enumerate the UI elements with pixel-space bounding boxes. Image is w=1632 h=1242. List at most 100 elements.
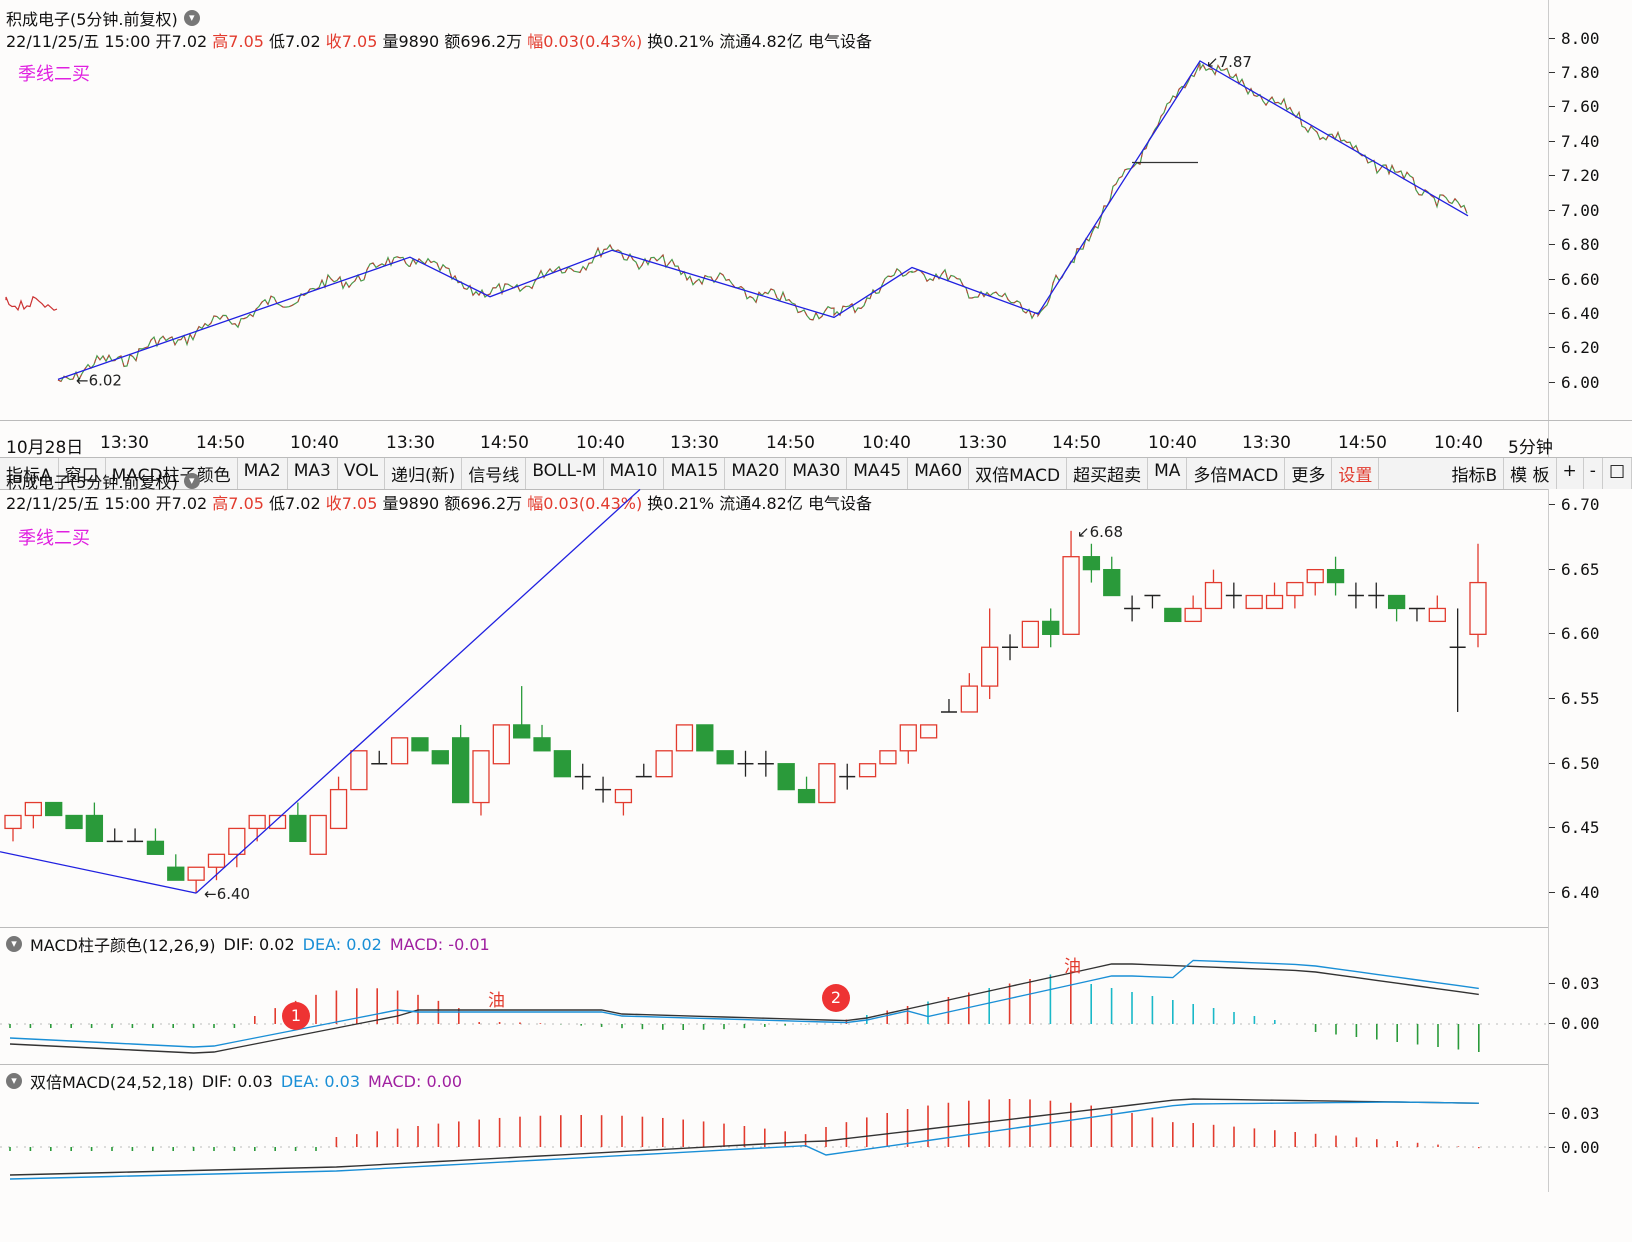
candle-body (960, 685, 978, 713)
candle-body (167, 866, 185, 881)
intraday-price-trace-start (5, 295, 58, 312)
price-tick: 6.60 (1549, 269, 1600, 289)
candle-body (1387, 594, 1406, 610)
toolbar-item-16[interactable]: 超买超卖 (1067, 458, 1149, 489)
chevron-down-icon[interactable]: ▾ (6, 1073, 22, 1089)
price-tick: 6.40 (1549, 303, 1600, 323)
toolbar-item-14[interactable]: MA60 (908, 458, 970, 489)
toolbar-item-20[interactable]: 设置 (1332, 458, 1380, 489)
toolbar-right-item-1[interactable]: 模 板 (1504, 458, 1557, 489)
toolbar-item-4[interactable]: MA3 (288, 458, 338, 489)
macd1-chart[interactable] (0, 952, 1548, 1064)
candle-body (533, 737, 551, 752)
period-label[interactable]: 5分钟 (1508, 438, 1553, 458)
candle-body (1184, 607, 1202, 623)
amount-label: 额 (444, 32, 461, 51)
toolbar-item-19[interactable]: 更多 (1285, 458, 1333, 489)
toolbar-right-item-3[interactable]: - (1584, 458, 1603, 489)
top-price-axis: 8.00 7.80 7.60 7.40 7.20 7.00 6.80 6.60 6.40 6.20… (1548, 0, 1632, 457)
intraday-price-trace-green (57, 62, 1468, 383)
toolbar-item-1[interactable]: 窗口 (59, 458, 106, 489)
toolbar-item-17[interactable]: MA (1148, 458, 1188, 489)
candle-body (390, 737, 409, 765)
top-price-chart[interactable]: ←6.02 ↙7.87 (0, 0, 1548, 420)
candle-body (1042, 620, 1060, 635)
toolbar-item-9[interactable]: MA10 (604, 458, 665, 489)
float-value: 4.82亿 (751, 32, 803, 51)
time-axis-label: 13:30 (670, 433, 719, 453)
macd-tick: 0.03 (1549, 974, 1600, 993)
toolbar-item-12[interactable]: MA30 (786, 458, 848, 489)
candle-body (248, 814, 266, 830)
candle-body (981, 646, 999, 687)
macd2-axis: 0.03 0.00 (1548, 1064, 1632, 1192)
macd1-divider (0, 927, 1632, 928)
candle-body (1306, 568, 1324, 584)
toolbar-item-2[interactable]: MACD柱子颜色 (106, 458, 238, 489)
candle-body (309, 814, 327, 855)
price-tick: 8.00 (1549, 28, 1600, 48)
candle-body (1021, 620, 1040, 648)
toolbar-item-10[interactable]: MA15 (664, 458, 726, 489)
candle-body (1428, 607, 1446, 623)
toolbar-item-7[interactable]: 信号线 (462, 458, 527, 489)
sector-value: 电气设备 (807, 32, 872, 51)
change-label: 幅 (527, 32, 544, 51)
candle-body (1326, 568, 1345, 584)
toolbar-item-11[interactable]: MA20 (725, 458, 787, 489)
macd2-name[interactable]: 双倍MACD(24,52,18) (30, 1073, 194, 1092)
dif-line (9, 963, 1479, 1054)
candle-body (655, 750, 673, 778)
chevron-down-icon[interactable]: ▾ (183, 473, 200, 489)
candle-body (1286, 581, 1304, 597)
candle-body (1164, 607, 1182, 623)
macd-tick: 0.00 (1549, 1014, 1600, 1033)
macd1-macd: -0.01 (448, 934, 490, 954)
toolbar-spacer (1379, 458, 1445, 489)
toolbar-item-13[interactable]: MA45 (847, 458, 909, 489)
volume-value: 9890 (398, 32, 440, 51)
candle-body (24, 801, 42, 817)
chevron-down-icon[interactable]: ▾ (183, 10, 200, 26)
toolbar-right-item-2[interactable]: + (1557, 458, 1584, 489)
turnover-value: 0.21% (663, 32, 715, 51)
marker-2: 2 (822, 984, 850, 1012)
close-value: 7.05 (341, 32, 378, 51)
change-label: 幅 (527, 494, 544, 513)
candle-body (187, 866, 205, 881)
low-label: 低 (269, 494, 286, 513)
time-axis-label: 10:40 (576, 433, 625, 453)
indicator-toolbar: 指标A 窗口 MACD柱子颜色 MA2 MA3 VOL 递归(新) 信号线 BOLL-M MA10… (0, 457, 1632, 490)
toolbar-item-5[interactable]: VOL (338, 458, 386, 489)
toolbar-right-item-4[interactable]: □ (1603, 458, 1632, 489)
high-label: 高 (212, 494, 229, 513)
candle-body (696, 724, 714, 752)
main-quote-line: 22/11/25/五 15:00 开7.02 高7.05 低7.02 收7.05… (6, 490, 872, 514)
toolbar-right-item-0[interactable]: 指标B (1445, 458, 1505, 489)
low-label: 低 (269, 32, 286, 51)
toolbar-item-6[interactable]: 递归(新) (385, 458, 463, 489)
strategy-tag-2: 季线二买 (18, 528, 90, 549)
toolbar-item-18[interactable]: 多倍MACD (1187, 458, 1286, 489)
toolbar-item-0[interactable]: 指标A (0, 458, 59, 489)
low-candle-label: ←6.40 (204, 885, 250, 903)
toolbar-item-15[interactable]: 双倍MACD (969, 458, 1068, 489)
turnover-label: 换 (647, 494, 664, 513)
macd-tick: 0.03 (1549, 1104, 1600, 1123)
price-tick: 6.55 (1549, 689, 1600, 709)
main-candle-chart[interactable]: ←6.40 ↙6.68 (0, 489, 1548, 927)
candle-body (513, 724, 531, 739)
macd1-name[interactable]: MACD柱子颜色(12,26,9) (30, 936, 216, 955)
candle-body (85, 814, 104, 843)
chevron-down-icon[interactable]: ▾ (6, 936, 22, 952)
dea-line (9, 1101, 1479, 1180)
candle-body (1204, 581, 1223, 610)
close-value: 7.05 (341, 494, 378, 513)
toolbar-item-8[interactable]: BOLL-M (526, 458, 604, 489)
macd1-dea-label: DEA: (302, 934, 342, 954)
amount-value: 696.2万 (460, 32, 523, 51)
time-axis-label: 10月28日 (6, 438, 84, 458)
candle-body (1103, 568, 1121, 597)
toolbar-item-3[interactable]: MA2 (238, 458, 288, 489)
macd2-chart[interactable] (0, 1089, 1548, 1192)
